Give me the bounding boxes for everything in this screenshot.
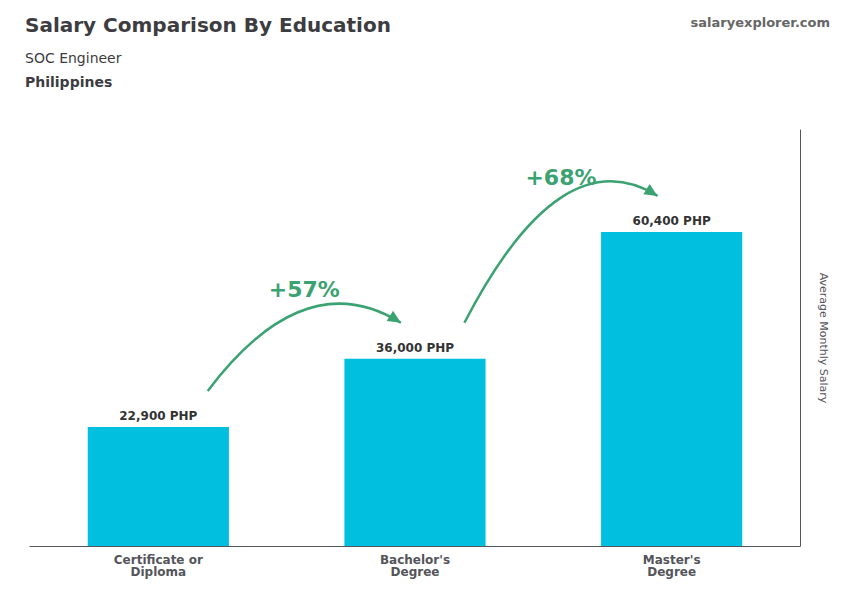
svg-text:Salary Comparison By Education: Salary Comparison By Education: [25, 13, 391, 37]
svg-text:Certificate or: Certificate or: [113, 553, 203, 567]
svg-text:36,000 PHP: 36,000 PHP: [376, 341, 454, 355]
svg-text:60,400 PHP: 60,400 PHP: [633, 214, 711, 228]
svg-text:22,900 PHP: 22,900 PHP: [119, 409, 197, 423]
svg-text:Average Monthly Salary: Average Monthly Salary: [817, 273, 830, 404]
svg-text:Diploma: Diploma: [131, 565, 187, 579]
svg-text:Bachelor's: Bachelor's: [379, 553, 451, 567]
svg-text:+68%: +68%: [525, 165, 596, 190]
svg-text:salaryexplorer.com: salaryexplorer.com: [691, 15, 830, 30]
svg-text:SOC Engineer: SOC Engineer: [25, 50, 122, 66]
svg-text:+57%: +57%: [269, 277, 340, 302]
svg-text:Philippines: Philippines: [25, 74, 112, 90]
svg-text:Degree: Degree: [647, 565, 696, 579]
svg-text:Degree: Degree: [391, 565, 440, 579]
svg-text:Master's: Master's: [642, 553, 701, 567]
